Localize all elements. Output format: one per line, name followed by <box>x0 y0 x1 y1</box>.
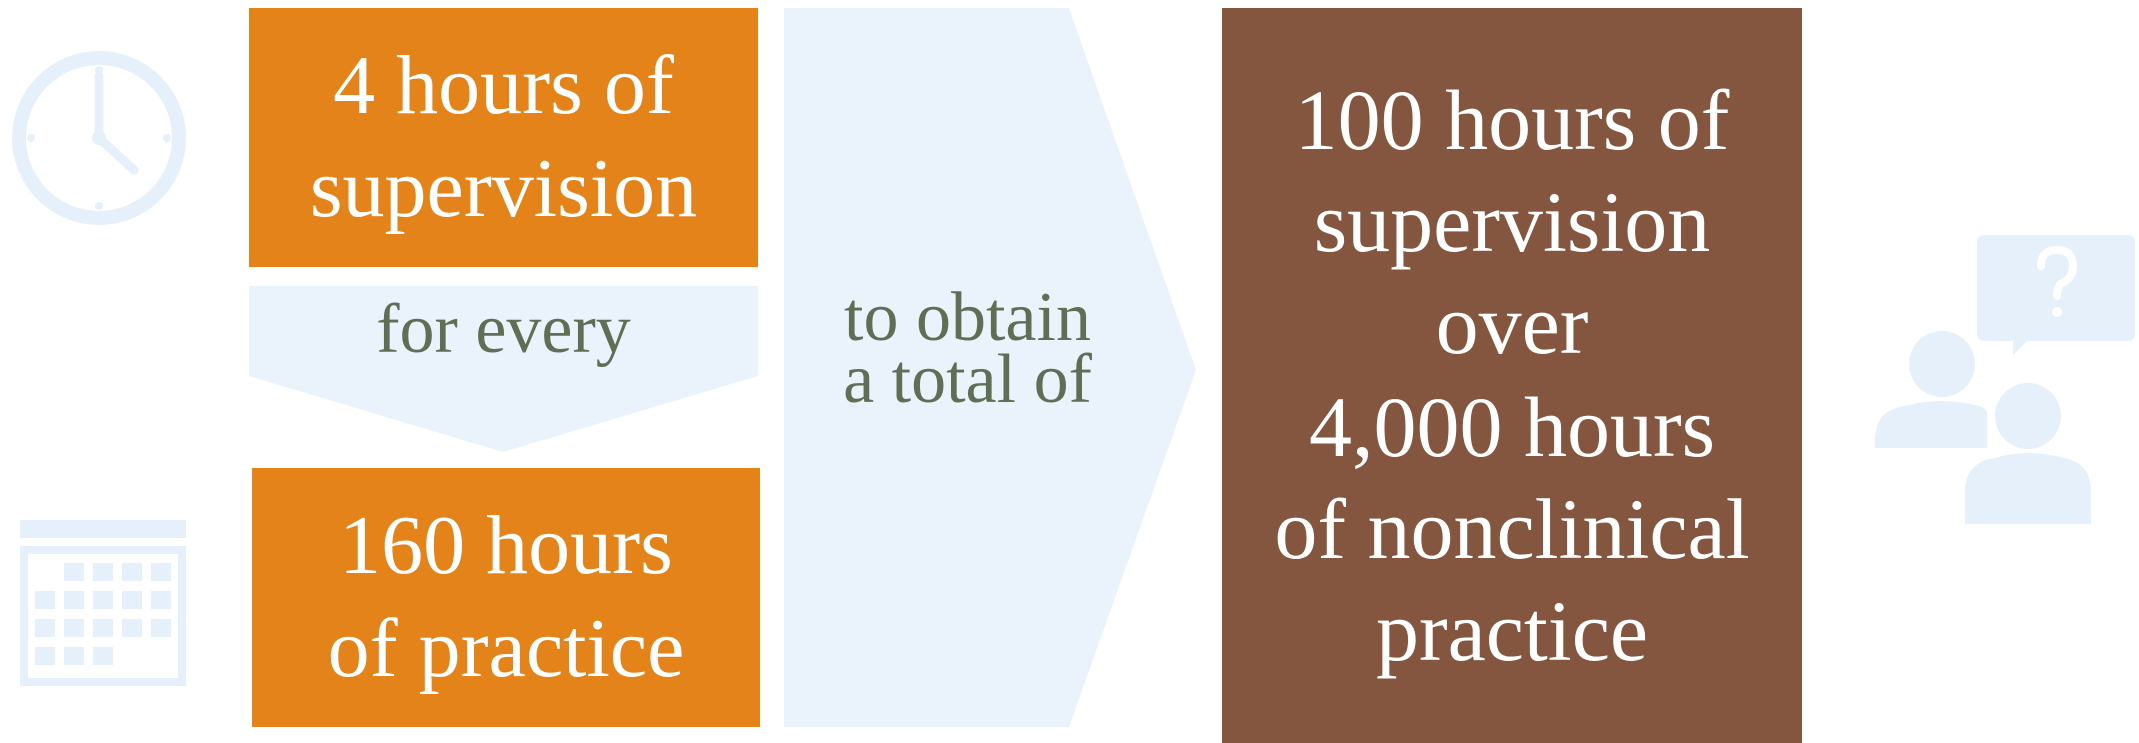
obtain-chevron-shape <box>784 8 1196 727</box>
clock-icon <box>12 51 186 225</box>
supervision-box: 4 hours of supervision <box>249 8 758 267</box>
for-every-label: for every <box>376 291 631 368</box>
practice-box: 160 hours of practice <box>252 468 760 727</box>
for-every-arrow-shape <box>249 286 758 452</box>
obtain-total-label: to obtain a total of <box>790 279 1145 418</box>
calendar-icon <box>20 520 186 686</box>
total-requirement-box: 100 hours of supervision over 4,000 hour… <box>1222 8 1802 743</box>
total-line-2: supervision <box>1313 173 1711 270</box>
total-line-1: 100 hours of <box>1294 71 1730 168</box>
total-line-6: practice <box>1375 583 1649 680</box>
total-line-4: 4,000 hours <box>1308 378 1716 475</box>
people-question-icon <box>1875 235 2135 524</box>
total-line-5: of nonclinical <box>1274 480 1750 577</box>
total-line-3: over <box>1435 276 1589 373</box>
supervision-line-2: supervision <box>309 141 698 235</box>
obtain-line-1: to obtain <box>844 279 1091 356</box>
supervision-line-1: 4 hours of <box>333 39 674 133</box>
practice-line-2: of practice <box>327 601 685 695</box>
obtain-line-2: a total of <box>843 340 1092 418</box>
practice-line-1: 160 hours <box>339 499 673 593</box>
